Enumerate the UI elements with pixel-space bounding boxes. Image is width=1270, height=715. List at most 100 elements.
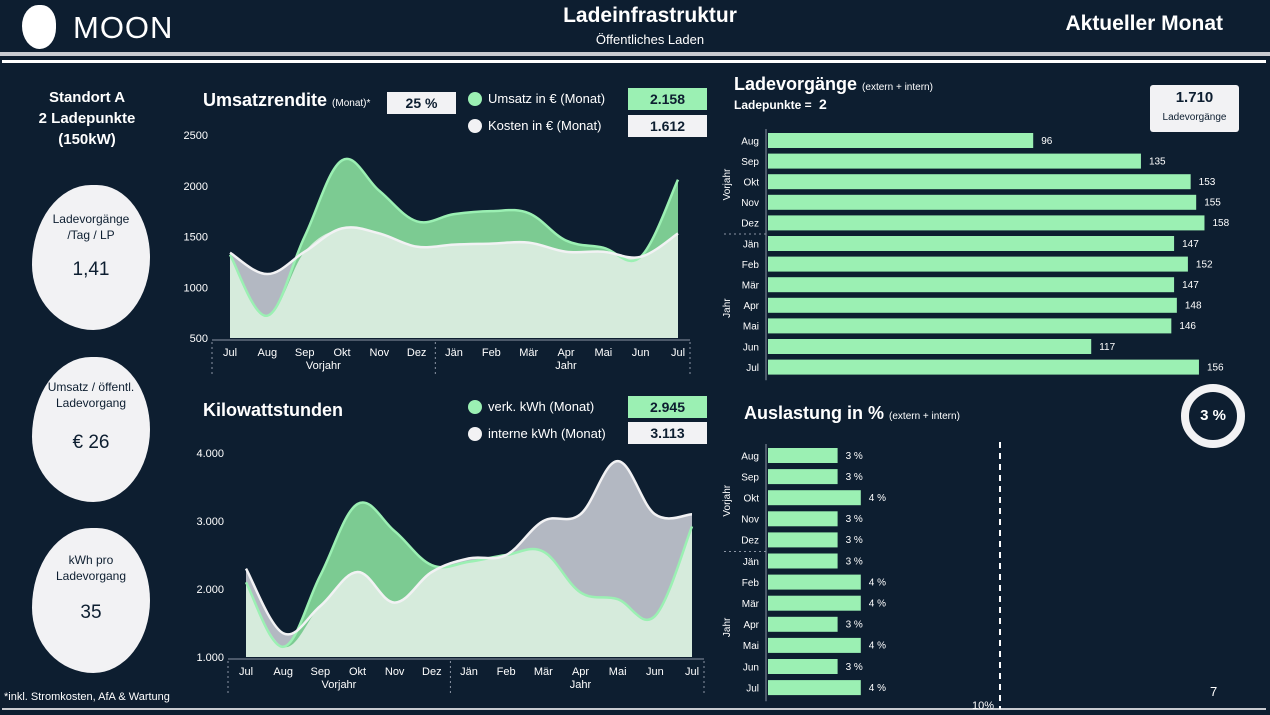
- lade-total-value: 1.710: [1175, 89, 1214, 106]
- category-label: Nov: [741, 515, 759, 526]
- kpi-label: Ladevorgänge: [52, 212, 130, 226]
- site-chargepoints: 2 Ladepunkte: [38, 110, 136, 127]
- y-tick-label: 1000: [184, 282, 208, 294]
- y-tick-label: 1500: [184, 232, 208, 244]
- kpi-label: kWh pro: [68, 553, 114, 567]
- bar-value-label: 4 %: [869, 599, 886, 610]
- auslastung-title-text: Auslastung in %: [744, 403, 885, 423]
- category-label: Feb: [742, 260, 760, 271]
- legend-green-dot-icon: [468, 91, 482, 106]
- bar: [768, 339, 1092, 354]
- series-area-overlap: [246, 526, 692, 657]
- bar-value-label: 147: [1182, 280, 1199, 291]
- x-tick-label: Aug: [258, 347, 278, 359]
- y-tick-label: 4.000: [196, 448, 224, 460]
- site-power: (150kW): [58, 131, 116, 148]
- ladepunkte-label: Ladepunkte =: [734, 98, 812, 112]
- legend-verk-kwh: verk. kWh (Monat): [468, 399, 594, 414]
- bar: [768, 680, 861, 696]
- ladepunkte-value: 2: [819, 96, 827, 112]
- series-area-overlap: [230, 227, 678, 338]
- bar: [768, 359, 1199, 375]
- x-tick-label: Jän: [460, 666, 478, 678]
- reference-line-label: 10%: [972, 700, 994, 712]
- category-label: Dez: [741, 219, 759, 230]
- header-divider: [0, 52, 1270, 56]
- bar-value-label: 148: [1185, 301, 1202, 312]
- bar: [768, 595, 861, 611]
- legend-label: Kosten in € (Monat): [488, 118, 602, 133]
- legend-label: interne kWh (Monat): [488, 426, 606, 441]
- bar: [768, 256, 1188, 272]
- bar: [768, 297, 1177, 313]
- x-tick-label: Jul: [223, 347, 237, 359]
- kpi-ladevorgaenge: Ladevorgänge /Tag / LP 1,41: [32, 185, 150, 330]
- category-label: Apr: [743, 301, 759, 312]
- bar-value-label: 96: [1041, 136, 1053, 147]
- kpi-umsatz: Umsatz / öffentl. Ladevorgang € 26: [32, 357, 150, 502]
- bar: [768, 469, 838, 485]
- y-tick-label: 1.000: [196, 652, 224, 664]
- group-label: Jahr: [722, 617, 733, 637]
- legend-label: verk. kWh (Monat): [488, 399, 595, 414]
- kpi-label: Ladevorgang: [55, 396, 127, 410]
- x-tick-label: Jul: [671, 347, 685, 359]
- category-label: Sep: [741, 472, 759, 483]
- category-label: Mär: [742, 280, 760, 291]
- brand-name: MOON: [73, 10, 174, 45]
- content-frame: [2, 60, 1266, 710]
- bar-value-label: 3 %: [846, 662, 863, 673]
- category-label: Apr: [743, 620, 759, 631]
- group-label: Vorjahr: [321, 679, 356, 691]
- rendite-value: 25 %: [387, 92, 456, 114]
- legend-kosten: Kosten in € (Monat): [468, 118, 601, 133]
- kpi-value: 35: [80, 602, 102, 623]
- kpi-label: /Tag / LP: [67, 228, 115, 242]
- bar: [768, 153, 1141, 169]
- auslastung-title: Auslastung in % (extern + intern): [744, 403, 960, 424]
- bar: [768, 490, 861, 506]
- bar-value-label: 152: [1196, 259, 1213, 270]
- footnote: *inkl. Stromkosten, AfA & Wartung: [4, 691, 170, 703]
- auslastung-ring: 3 %: [1181, 384, 1245, 448]
- bar: [768, 318, 1172, 334]
- lade-total-label: Ladevorgänge: [1162, 112, 1227, 123]
- category-label: Sep: [741, 157, 759, 168]
- bar: [768, 215, 1205, 231]
- bar: [768, 511, 838, 527]
- bar: [768, 133, 1034, 148]
- kwh-title: Kilowattstunden: [203, 400, 343, 420]
- group-label: Vorjahr: [722, 168, 733, 200]
- umsatz-title: Umsatzrendite (Monat)*: [203, 90, 370, 111]
- ladepunkte-info: Ladepunkte = 2: [734, 96, 827, 112]
- x-tick-label: Mai: [594, 347, 612, 359]
- bar-value-label: 3 %: [846, 556, 863, 567]
- bar: [768, 277, 1175, 293]
- page-title: Ladeinfrastruktur: [563, 4, 737, 27]
- y-tick-label: 3.000: [196, 516, 224, 528]
- category-label: Aug: [741, 136, 759, 147]
- bar-value-label: 153: [1199, 177, 1216, 188]
- legend-white-dot-icon: [468, 118, 482, 133]
- legend-green-dot-icon: [468, 399, 482, 414]
- series-line-0: [228, 157, 680, 317]
- category-label: Jun: [743, 342, 759, 353]
- series-line-1: [244, 459, 693, 636]
- bar-value-label: 4 %: [869, 641, 886, 652]
- bar-value-label: 158: [1212, 218, 1229, 229]
- category-label: Jän: [743, 557, 759, 568]
- bar: [768, 194, 1197, 210]
- legend-white-dot-icon: [468, 426, 482, 441]
- x-tick-label: Dez: [407, 347, 427, 359]
- moon-logo-icon: [22, 5, 56, 49]
- category-label: Feb: [742, 578, 760, 589]
- group-label: Jahr: [722, 298, 733, 318]
- group-label: Jahr: [555, 360, 577, 372]
- bar-value-label: 155: [1204, 198, 1221, 209]
- bar: [768, 532, 838, 548]
- header-bar: MOON Ladeinfrastruktur Öffentliches Lade…: [0, 0, 1270, 52]
- series-line-0: [244, 501, 694, 649]
- bar-value-label: 3 %: [846, 451, 863, 462]
- bar-value-label: 3 %: [846, 620, 863, 631]
- umsatz-value: 2.158: [628, 88, 707, 110]
